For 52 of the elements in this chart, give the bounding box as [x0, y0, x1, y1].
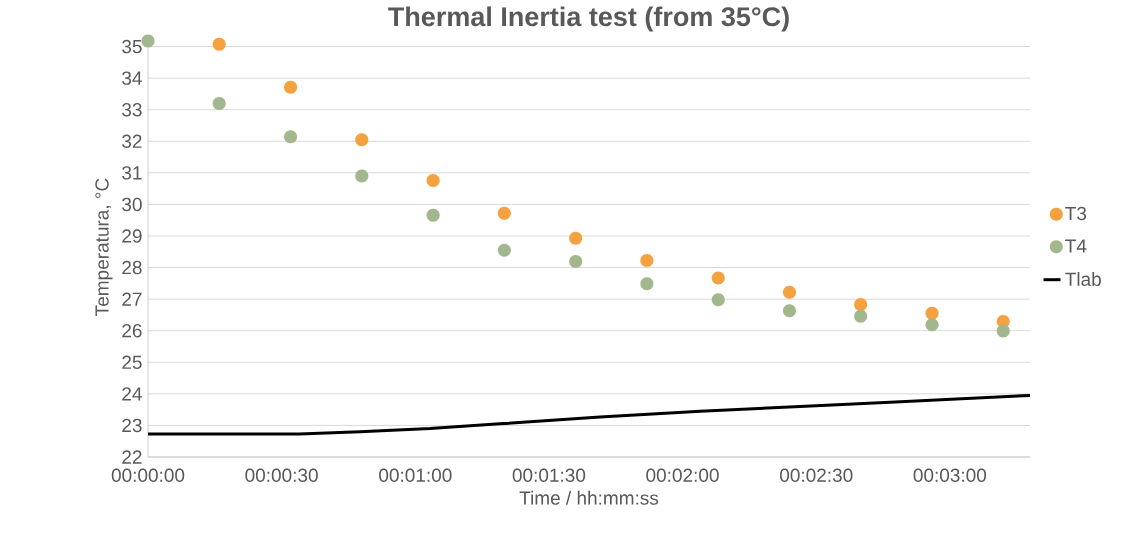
point	[640, 254, 654, 268]
y-tick-label: 34	[122, 71, 142, 85]
x-tick-label: 00:02:30	[780, 468, 853, 482]
point	[284, 80, 298, 94]
x-tick-label: 00:03:00	[913, 468, 987, 482]
y-tick-label: 25	[122, 355, 142, 370]
point	[854, 297, 868, 312]
legend-label: T4	[1065, 239, 1087, 253]
y-tick-label: 32	[122, 134, 142, 149]
y-axis-title: Temperatura, °C	[95, 178, 113, 316]
x-tick-label: 00:00:30	[245, 468, 318, 482]
x-axis-title: Time / hh:mm:ss	[519, 490, 659, 505]
y-tick-label: 29	[122, 229, 142, 243]
y-tick-label: 31	[122, 166, 142, 180]
chart-title: Thermal Inertia test (from 35°C)	[388, 6, 789, 32]
point	[426, 173, 440, 187]
y-tick-label: 28	[122, 260, 142, 275]
x-tick-label: 00:01:00	[379, 468, 452, 482]
point	[925, 306, 939, 320]
point	[569, 231, 583, 245]
point	[925, 318, 939, 332]
x-tick-label: 00:00:00	[111, 468, 185, 482]
y-tick-label: 22	[122, 450, 142, 464]
y-tick-label: 30	[122, 197, 142, 212]
point	[640, 277, 654, 291]
y-tick-label: 23	[122, 418, 142, 433]
y-tick-label: 27	[122, 292, 142, 306]
y-tick-label: 35	[122, 39, 142, 54]
line-series	[146, 393, 1032, 436]
point	[141, 34, 155, 48]
x-tick-label: 00:01:30	[512, 468, 586, 482]
point	[497, 206, 511, 220]
point	[711, 293, 725, 307]
y-tick-label: 33	[122, 102, 142, 117]
y-tick-label: 26	[122, 323, 142, 338]
point	[497, 243, 511, 257]
point	[782, 285, 797, 299]
x-tick-label: 00:02:00	[646, 468, 719, 482]
legend-label: T3	[1065, 206, 1087, 221]
point	[355, 169, 369, 183]
legend-label: Tlab	[1065, 272, 1101, 287]
point	[996, 324, 1010, 338]
point	[569, 255, 583, 269]
point	[284, 130, 298, 144]
point	[426, 208, 440, 222]
point	[212, 96, 226, 110]
point	[212, 37, 226, 51]
point	[711, 271, 725, 285]
point	[782, 304, 797, 318]
point	[355, 133, 369, 147]
y-tick-label: 24	[122, 387, 142, 401]
point	[854, 309, 868, 323]
